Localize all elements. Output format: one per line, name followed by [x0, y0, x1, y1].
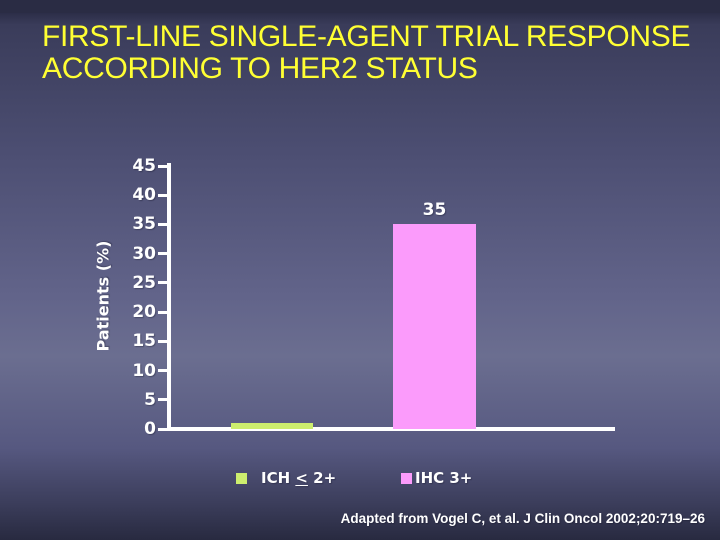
y-tick-label: 35 — [132, 214, 156, 235]
citation: Adapted from Vogel C, et al. J Clin Onco… — [340, 511, 705, 526]
y-tick-label: 0 — [144, 419, 156, 439]
y-tick-label: 20 — [132, 302, 156, 323]
slide-title-line1: FIRST-LINE SINGLE-AGENT TRIAL RESPONSE — [42, 20, 691, 53]
y-tick-label: 15 — [132, 331, 156, 352]
legend-label-ihc-3: IHC 3+ — [415, 469, 472, 487]
y-tick-label: 25 — [132, 272, 156, 293]
bar-ihc-3 — [393, 224, 476, 429]
y-tick-mark — [158, 193, 168, 197]
x-axis-line — [167, 427, 615, 431]
y-tick-mark — [158, 252, 168, 256]
y-axis-line — [167, 163, 171, 431]
y-tick-mark — [158, 398, 168, 402]
y-tick-label: 40 — [132, 185, 156, 206]
legend-text-part: IHC 3+ — [415, 469, 473, 487]
top-band — [0, 0, 720, 13]
bar-value-label: 35 — [422, 200, 447, 221]
legend-text-part: 2+ — [307, 469, 337, 487]
legend-lte-symbol: < — [295, 469, 308, 487]
y-tick-mark — [158, 310, 168, 314]
y-tick-label: 5 — [144, 389, 156, 410]
y-tick-mark — [158, 222, 168, 226]
bar-ich-le-2 — [231, 423, 313, 429]
slide-title: FIRST-LINE SINGLE-AGENT TRIAL RESPONSE A… — [42, 21, 692, 85]
y-tick-mark — [158, 369, 168, 373]
y-tick-label: 10 — [132, 360, 156, 381]
legend-text-part: ICH — [261, 469, 296, 487]
y-tick-mark — [158, 164, 168, 168]
legend-item-ich-le-2: ICH < 2+ — [236, 469, 336, 487]
legend-item-ihc-3: IHC 3+ — [401, 469, 472, 487]
legend-label-ich-le-2: ICH < 2+ — [261, 469, 336, 487]
y-tick-mark — [158, 427, 168, 431]
y-tick-mark — [158, 281, 168, 285]
y-tick-label: 45 — [132, 156, 156, 176]
legend-swatch-green — [236, 472, 247, 484]
legend-swatch-pink — [401, 472, 412, 484]
y-tick-mark — [158, 339, 168, 343]
y-tick-label: 30 — [132, 243, 156, 264]
slide-title-line2: ACCORDING TO HER2 STATUS — [42, 52, 478, 85]
